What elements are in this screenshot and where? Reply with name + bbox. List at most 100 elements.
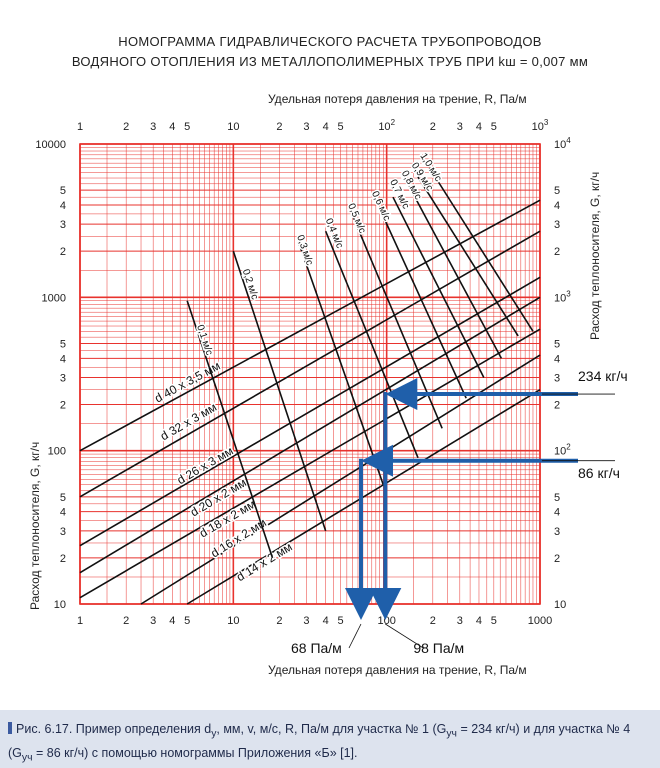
velocity-line [417,176,519,337]
velocity-line [232,250,327,532]
bottom-axis-label: Удельная потеря давления на трение, R, П… [268,663,527,677]
y-tick-right-sup: 4 [566,136,571,145]
pipe-line [79,296,541,574]
y-tick-left: 2 [60,246,66,258]
y-tick-right: 5 [554,338,560,350]
y-tick-left: 1000 [42,292,66,304]
caption-text-1: Рис. 6.17. Пример определения d [16,722,212,736]
x-tick-top: 102 [378,118,395,133]
x-tick-bottom: 2 [276,615,282,627]
y-tick-right: 4 [554,200,560,212]
caption-sub-3: уч [21,752,33,763]
annotation-leader-r [348,623,362,649]
velocity-line [428,167,534,332]
velocity-line [324,230,419,458]
velocity-label: 0,5 м/с [345,202,367,235]
y-tick-left: 3 [60,526,66,538]
x-tick-top: 2 [123,121,129,133]
y-tick-left: 4 [60,200,66,212]
y-tick-left: 4 [60,507,66,519]
y-tick-left: 4 [60,353,66,365]
x-tick-top-sup: 3 [544,118,549,127]
chart-title-line2: ВОДЯНОГО ОТОПЛЕНИЯ ИЗ МЕТАЛЛОПОЛИМЕРНЫХ … [71,54,589,69]
y-tick-right: 3 [554,373,560,385]
pipe-line [79,328,541,599]
pipe-line [79,230,541,498]
x-tick-top: 3 [303,121,309,133]
velocity-label: 0,2 м/с [240,268,260,301]
top-axis-label: Удельная потеря давления на трение, R, П… [268,92,527,106]
y-tick-left: 5 [60,338,66,350]
y-tick-left: 10 [54,599,66,611]
annotation-r-68: 68 Па/м [290,640,342,656]
x-tick-top: 4 [169,121,175,133]
x-tick-bottom: 3 [150,615,156,627]
y-tick-right: 104 [554,136,571,151]
x-tick-bottom: 10 [227,615,239,627]
caption-text-2: , мм, v, м/с, R, Па/м для участка № 1 (G [216,722,447,736]
x-tick-bottom: 4 [169,615,175,627]
y-tick-right: 103 [554,289,571,304]
x-tick-top: 1 [77,121,83,133]
y-tick-left: 5 [60,492,66,504]
chart-title-line1: НОМОГРАММА ГИДРАВЛИЧЕСКОГО РАСЧЕТА ТРУБО… [118,34,542,49]
plot-frame [79,143,541,605]
x-tick-bottom: 2 [123,615,129,627]
caption-band [0,710,660,768]
x-tick-top: 3 [150,121,156,133]
x-tick-bottom: 5 [491,615,497,627]
x-tick-top: 5 [491,121,497,133]
y-tick-left: 10000 [35,139,66,151]
x-tick-top-sup: 2 [391,118,396,127]
x-tick-bottom: 3 [303,615,309,627]
grid [79,143,541,605]
pipe-label: d 14 x 2 мм [234,540,295,584]
velocity-line [186,300,274,559]
y-tick-left: 3 [60,373,66,385]
y-tick-right: 3 [554,219,560,231]
velocity-line [378,208,467,399]
y-tick-left: 2 [60,553,66,565]
x-tick-bottom: 4 [476,615,482,627]
velocity-line [392,196,485,378]
y-tick-right-sup: 2 [566,443,571,452]
x-tick-top: 4 [476,121,482,133]
y-tick-right: 102 [554,443,571,458]
caption-sub-2: уч [446,728,457,740]
y-tick-left: 5 [60,185,66,197]
x-tick-bottom: 4 [323,615,329,627]
x-tick-top: 3 [457,121,463,133]
velocity-label: 0,3 м/с [294,234,315,267]
x-tick-bottom: 1000 [528,615,552,627]
x-tick-bottom: 1 [77,615,83,627]
y-tick-right: 5 [554,185,560,197]
velocity-line [298,244,385,485]
caption-text-4: = 86 кг/ч) с помощью номограммы Приложен… [32,745,358,760]
caption-text-3: = 234 кг/ч) и для участка № 4 (G [8,722,631,760]
y-tick-right: 4 [554,353,560,365]
annotation-r-98: 98 Па/м [413,640,465,656]
x-tick-top: 10 [227,121,239,133]
x-tick-top: 5 [337,121,343,133]
y-tick-right: 4 [554,507,560,519]
annotation-leader-r [385,623,424,649]
pipe-line [79,276,541,547]
pipe-line [140,354,541,605]
y-tick-right: 2 [554,246,560,258]
y-tick-right: 3 [554,526,560,538]
annotation-g-86: 86 кг/ч [578,464,620,481]
x-tick-top: 2 [276,121,282,133]
x-tick-bottom: 5 [184,615,190,627]
x-tick-top: 103 [532,118,549,133]
y-tick-right: 2 [554,553,560,565]
x-tick-bottom: 3 [457,615,463,627]
x-tick-bottom: 5 [337,615,343,627]
velocity-label: 0,1 м/с [194,324,214,357]
y-tick-right: 2 [554,400,560,412]
annotation-g-234: 234 кг/ч [578,368,628,385]
pipe-line [186,388,541,605]
caption-sub-1: у [211,728,217,740]
x-tick-bottom: 2 [430,615,436,627]
y-tick-left: 2 [60,400,66,412]
